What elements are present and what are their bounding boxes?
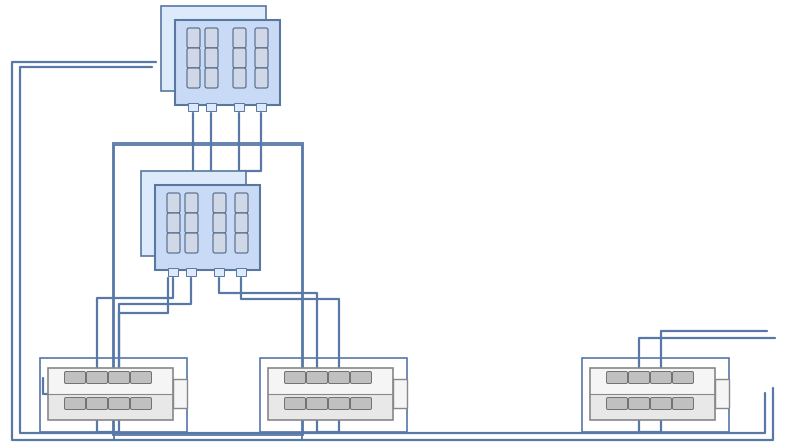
Bar: [141, 171, 246, 256]
FancyBboxPatch shape: [629, 371, 649, 383]
Bar: [161, 6, 266, 91]
Bar: [236, 268, 246, 276]
FancyBboxPatch shape: [629, 397, 649, 409]
FancyBboxPatch shape: [672, 371, 694, 383]
Bar: [220, 89, 230, 97]
FancyBboxPatch shape: [328, 397, 350, 409]
FancyBboxPatch shape: [167, 233, 180, 253]
Bar: [186, 268, 196, 276]
FancyBboxPatch shape: [213, 193, 226, 213]
Bar: [40, 358, 187, 432]
Bar: [393, 379, 407, 408]
FancyBboxPatch shape: [650, 371, 672, 383]
Bar: [214, 268, 224, 276]
FancyBboxPatch shape: [255, 68, 268, 88]
FancyBboxPatch shape: [328, 371, 350, 383]
FancyBboxPatch shape: [185, 193, 198, 213]
FancyBboxPatch shape: [86, 371, 108, 383]
FancyBboxPatch shape: [650, 397, 672, 409]
FancyBboxPatch shape: [108, 371, 130, 383]
Bar: [154, 254, 164, 262]
FancyBboxPatch shape: [255, 28, 268, 48]
FancyBboxPatch shape: [350, 397, 372, 409]
FancyBboxPatch shape: [86, 397, 108, 409]
Bar: [256, 103, 266, 111]
FancyBboxPatch shape: [285, 397, 305, 409]
Bar: [174, 89, 184, 97]
Bar: [590, 368, 715, 420]
FancyBboxPatch shape: [306, 371, 327, 383]
FancyBboxPatch shape: [65, 371, 85, 383]
Bar: [715, 379, 729, 408]
FancyBboxPatch shape: [607, 371, 627, 383]
Bar: [268, 368, 393, 394]
Bar: [590, 368, 715, 394]
Bar: [175, 20, 280, 105]
FancyBboxPatch shape: [131, 397, 152, 409]
Bar: [155, 185, 260, 270]
FancyBboxPatch shape: [167, 213, 180, 233]
Bar: [260, 358, 407, 432]
FancyBboxPatch shape: [187, 28, 200, 48]
FancyBboxPatch shape: [187, 68, 200, 88]
Bar: [192, 89, 202, 97]
FancyBboxPatch shape: [233, 48, 246, 68]
Bar: [188, 103, 198, 111]
FancyBboxPatch shape: [185, 213, 198, 233]
FancyBboxPatch shape: [131, 371, 152, 383]
Bar: [114, 145, 302, 440]
FancyBboxPatch shape: [213, 233, 226, 253]
Bar: [172, 254, 182, 262]
Bar: [590, 394, 715, 420]
Bar: [268, 368, 393, 420]
FancyBboxPatch shape: [65, 397, 85, 409]
Bar: [242, 89, 252, 97]
Bar: [206, 103, 216, 111]
Bar: [200, 254, 210, 262]
Bar: [48, 368, 173, 394]
FancyBboxPatch shape: [233, 68, 246, 88]
Bar: [113, 143, 303, 435]
Bar: [48, 394, 173, 420]
FancyBboxPatch shape: [187, 48, 200, 68]
Bar: [268, 394, 393, 420]
Bar: [48, 368, 173, 420]
FancyBboxPatch shape: [285, 371, 305, 383]
FancyBboxPatch shape: [235, 193, 248, 213]
FancyBboxPatch shape: [213, 213, 226, 233]
FancyBboxPatch shape: [607, 397, 627, 409]
FancyBboxPatch shape: [167, 193, 180, 213]
FancyBboxPatch shape: [672, 397, 694, 409]
FancyBboxPatch shape: [185, 233, 198, 253]
FancyBboxPatch shape: [350, 371, 372, 383]
FancyBboxPatch shape: [255, 48, 268, 68]
FancyBboxPatch shape: [235, 233, 248, 253]
FancyBboxPatch shape: [306, 397, 327, 409]
Bar: [173, 379, 187, 408]
Bar: [168, 268, 178, 276]
FancyBboxPatch shape: [235, 213, 248, 233]
Bar: [582, 358, 729, 432]
FancyBboxPatch shape: [205, 68, 218, 88]
Bar: [222, 254, 232, 262]
FancyBboxPatch shape: [205, 48, 218, 68]
FancyBboxPatch shape: [108, 397, 130, 409]
FancyBboxPatch shape: [233, 28, 246, 48]
FancyBboxPatch shape: [205, 28, 218, 48]
Bar: [234, 103, 244, 111]
